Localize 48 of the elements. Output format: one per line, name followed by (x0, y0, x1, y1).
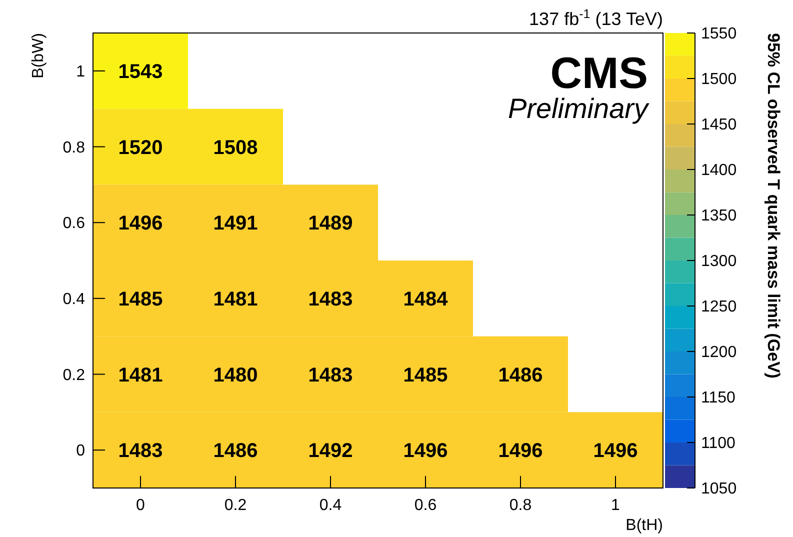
y-tick-label: 0.2 (62, 366, 86, 384)
x-tick-label: 0.4 (319, 497, 342, 514)
color-bar-label: 1300 (701, 253, 737, 270)
data-label: 1508 (213, 136, 258, 159)
color-bar-label: 1050 (701, 480, 737, 498)
data-label: 1481 (118, 364, 163, 386)
y-tick-label: 0.6 (62, 215, 86, 232)
color-bar-label: 1100 (701, 435, 736, 452)
x-tick-label: 0.6 (414, 497, 437, 514)
x-tick-label: 0.8 (509, 497, 532, 514)
x-tick-label: 0.2 (224, 497, 247, 514)
color-bar-label: 1550 (701, 26, 737, 43)
data-label: 1483 (308, 288, 353, 310)
x-tick-label: 1 (611, 497, 620, 514)
y-tick-label: 1 (76, 64, 86, 81)
y-tick-label: 0.8 (62, 139, 86, 156)
data-label: 1484 (403, 288, 449, 310)
data-label: 1489 (308, 212, 353, 235)
y-axis-title: B(bW) (30, 33, 47, 78)
color-bar-label: 1400 (701, 162, 737, 180)
y-tick-label: 0.4 (62, 291, 86, 308)
data-label: 1481 (213, 288, 258, 310)
data-label: 1483 (308, 364, 353, 386)
data-label: 1485 (403, 364, 448, 386)
data-label: 1496 (403, 440, 448, 462)
y-tick-label: 0 (76, 442, 86, 460)
data-label: 1480 (213, 364, 258, 386)
data-label: 1496 (118, 212, 163, 235)
data-label: 1496 (498, 440, 543, 462)
data-label: 1543 (118, 60, 163, 83)
data-label: 1491 (213, 212, 258, 235)
data-label: 1492 (308, 440, 353, 462)
color-bar-label: 1450 (701, 116, 737, 134)
color-bar-label: 1350 (701, 208, 737, 225)
chart-title: 137 fb$^{-1}$ (13 TeV) (529, 7, 663, 29)
data-label: 1486 (213, 440, 258, 462)
data-label: 1486 (498, 364, 543, 386)
color-bar-title: 95% CL observed T quark mass limit (GeV) (764, 33, 783, 378)
color-bar-label: 1200 (701, 344, 737, 362)
color-bar-label: 1250 (701, 298, 737, 316)
data-label: 1483 (118, 440, 163, 462)
color-bar-label: 1500 (701, 71, 737, 88)
x-axis-title: B(tH) (626, 517, 663, 534)
data-label: 1496 (593, 440, 638, 462)
x-tick-label: 0 (136, 497, 146, 514)
color-bar-label: 1150 (701, 390, 736, 407)
data-label: 1520 (118, 136, 163, 159)
data-label: 1485 (118, 288, 163, 310)
